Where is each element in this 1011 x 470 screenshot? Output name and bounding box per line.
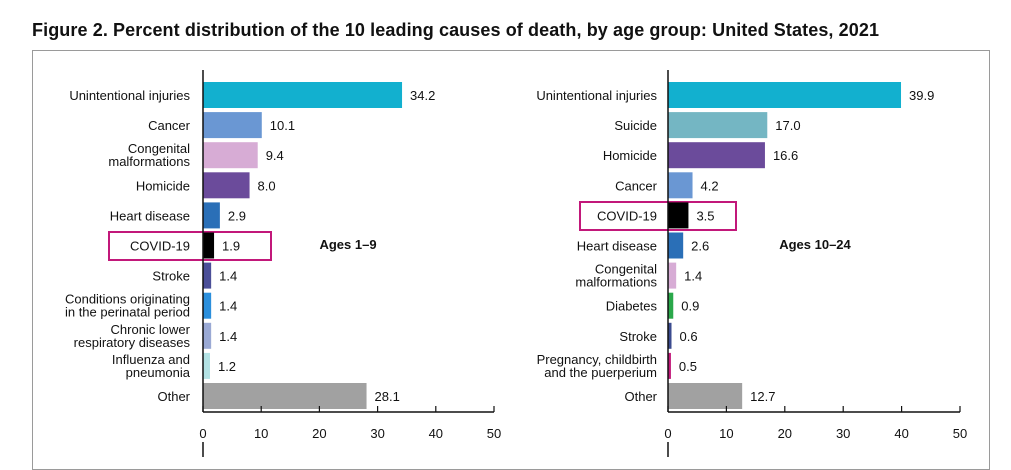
chart1-bar [203, 142, 258, 169]
chart1-bar [203, 82, 403, 108]
chart1-bar [203, 292, 212, 319]
chart2-category-label: malformations [575, 275, 657, 290]
chart2-age-group-label: Ages 10–24 [779, 237, 851, 252]
chart1-value-label: 1.4 [219, 329, 237, 344]
chart1-age-group-label: Ages 1–9 [319, 237, 376, 252]
chart1-category-label: Influenza and [112, 352, 190, 367]
chart1-category-label: Heart disease [110, 208, 190, 223]
chart2-x-tick-label: 50 [953, 426, 967, 441]
chart2-highlight-box [579, 201, 737, 231]
chart1-category-label: Congenital [128, 141, 190, 156]
chart1-category-label: respiratory diseases [74, 335, 191, 350]
chart1-value-label: 28.1 [375, 389, 400, 404]
chart2-x-tick-label: 20 [778, 426, 792, 441]
chart1-category-label: COVID-19 [130, 239, 190, 254]
chart1-bar [203, 352, 210, 379]
chart1-value-label: 10.1 [270, 118, 295, 133]
chart2-value-label: 17.0 [775, 118, 800, 133]
chart2-bar [668, 142, 765, 169]
chart1-x-tick-label: 0 [199, 426, 206, 441]
chart2-value-label: 4.2 [701, 178, 719, 193]
chart2-bar [668, 383, 743, 409]
chart1-category-label: pneumonia [126, 365, 191, 380]
chart1-x-tick-label: 30 [370, 426, 384, 441]
chart2-category-label: Heart disease [577, 239, 657, 254]
chart2-bar [668, 352, 671, 379]
chart2-value-label: 2.6 [691, 239, 709, 254]
chart1-value-label: 34.2 [410, 88, 435, 103]
chart1-value-label: 1.9 [222, 239, 240, 254]
bar-charts: 34.2 Unintentional injuries 10.1 Cancer 9.4 C… [65, 70, 967, 457]
chart1-category-label: Stroke [152, 269, 190, 284]
chart2-category-label: Other [624, 389, 657, 404]
chart1-category-label: Chronic lower [111, 322, 191, 337]
chart1-x-tick-label: 50 [487, 426, 501, 441]
chart2-category-label: Homicide [603, 148, 657, 163]
chart1-category-label: in the perinatal period [65, 305, 190, 320]
chart2-category-label: Congenital [595, 262, 657, 277]
chart2-value-label: 1.4 [684, 269, 702, 284]
chart2-category-label: Suicide [614, 118, 657, 133]
chart1-category-label: Other [157, 389, 190, 404]
chart2-x-tick-label: 0 [664, 426, 671, 441]
chart2-bar [668, 172, 693, 199]
chart2-category-label: and the puerperium [544, 365, 657, 380]
chart2-bar [668, 232, 684, 259]
chart2-category-label: Stroke [619, 329, 657, 344]
chart1-category-label: malformations [108, 154, 190, 169]
chart2-x-tick-label: 30 [836, 426, 850, 441]
chart1-bar [203, 322, 212, 349]
chart1-bar [203, 232, 215, 259]
chart1-x-tick-label: 40 [429, 426, 443, 441]
chart1-bar [203, 112, 262, 139]
chart1-bar [203, 383, 367, 409]
chart2-value-label: 3.5 [696, 208, 714, 223]
figure-title: Figure 2. Percent distribution of the 10… [32, 20, 880, 40]
chart1-value-label: 1.2 [218, 359, 236, 374]
chart2-x-tick-label: 40 [894, 426, 908, 441]
chart2-value-label: 0.5 [679, 359, 697, 374]
chart1-bar [203, 172, 250, 199]
chart1-x-tick-label: 20 [312, 426, 326, 441]
chart2-bar [668, 202, 689, 229]
chart1-category-label: Unintentional injuries [69, 88, 190, 103]
chart2-value-label: 0.6 [680, 329, 698, 344]
chart2-bar [668, 262, 677, 289]
chart1-value-label: 1.4 [219, 269, 237, 284]
chart1-bar [203, 202, 220, 229]
chart2-category-label: Unintentional injuries [536, 88, 657, 103]
chart1-value-label: 9.4 [266, 148, 284, 163]
chart2-bar [668, 82, 902, 108]
chart1-value-label: 2.9 [228, 208, 246, 223]
chart2-category-label: Pregnancy, childbirth [537, 352, 657, 367]
chart2-bar [668, 322, 672, 349]
chart1-value-label: 8.0 [258, 178, 276, 193]
chart1-category-label: Conditions originating [65, 292, 190, 307]
chart2-value-label: 39.9 [909, 88, 934, 103]
chart2-bar [668, 292, 674, 319]
chart2-category-label: Diabetes [606, 299, 658, 314]
chart1-category-label: Homicide [136, 178, 190, 193]
chart1-bar [203, 262, 212, 289]
chart1-x-tick-label: 10 [254, 426, 268, 441]
chart2-x-tick-label: 10 [719, 426, 733, 441]
chart1-highlight-box [108, 231, 272, 261]
chart2-value-label: 0.9 [681, 299, 699, 314]
chart2-value-label: 12.7 [750, 389, 775, 404]
chart2-bar [668, 112, 768, 139]
chart2-value-label: 16.6 [773, 148, 798, 163]
chart1-category-label: Cancer [148, 118, 191, 133]
chart1-value-label: 1.4 [219, 299, 237, 314]
chart2-category-label: COVID-19 [597, 208, 657, 223]
chart2-category-label: Cancer [615, 178, 658, 193]
